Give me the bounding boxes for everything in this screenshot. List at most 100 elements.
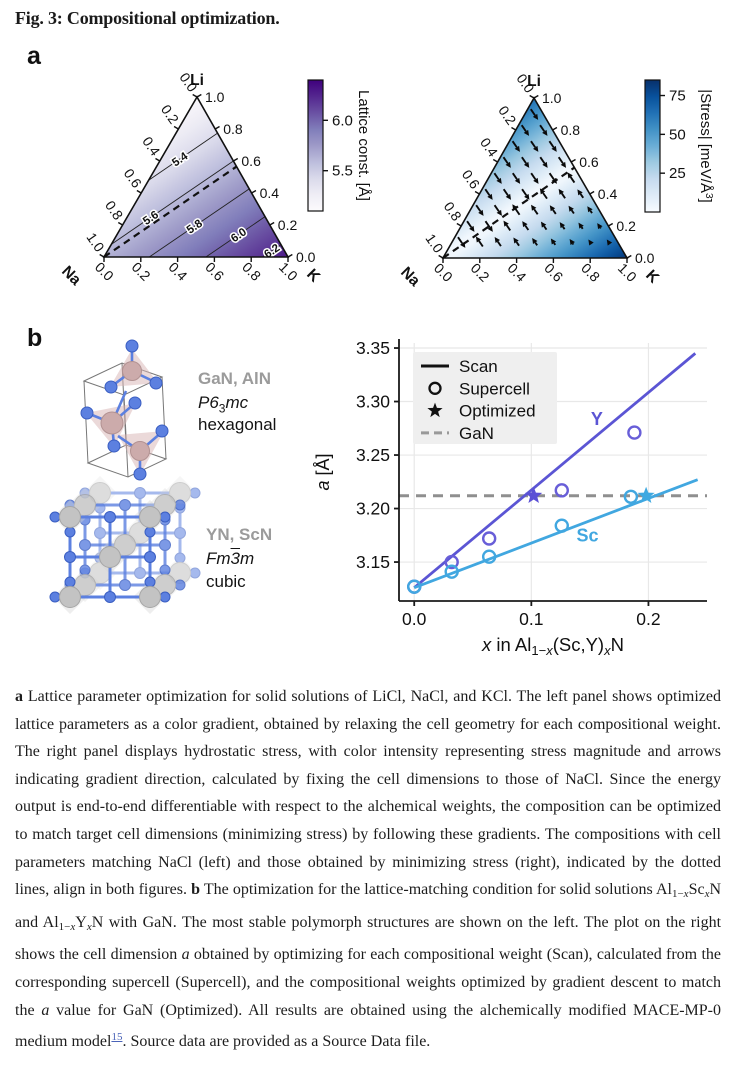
colorbar-title: |Stress| [meV/Å3] xyxy=(697,89,714,202)
ternary-tick-label: 0.6 xyxy=(202,259,227,284)
panel-b-label: b xyxy=(27,324,43,352)
caption-text: 1− xyxy=(58,920,71,933)
ternary-tick-label: 0.2 xyxy=(278,217,298,233)
x-tick-label: 0.1 xyxy=(519,609,543,629)
y-tick-label: 3.35 xyxy=(356,338,390,358)
colorbar xyxy=(307,79,324,212)
rocksalt-spacegroup-label: Fm3m xyxy=(206,549,255,568)
colorbar-tick-label: 75 xyxy=(669,88,686,105)
colorbar-tick-label: 50 xyxy=(669,126,686,143)
caption-text: x xyxy=(70,920,76,933)
ternary-tick-label: 0.6 xyxy=(241,153,261,169)
colorbar-title: Lattice const. [Å] xyxy=(355,90,372,201)
ternary-tick-label: 0.4 xyxy=(598,186,618,202)
rocksalt-structure-image xyxy=(49,476,201,614)
corner-label-left: Na xyxy=(58,263,84,289)
ternary-tick-label: 0.2 xyxy=(468,260,493,285)
series-point xyxy=(407,579,422,594)
ternary-tick-label: 0.2 xyxy=(129,259,154,284)
legend-label: Optimized xyxy=(459,402,536,421)
caption-text: a xyxy=(181,946,190,964)
wurtzite-compounds-label: GaN, AlN xyxy=(198,369,272,388)
ternary-stress-chart: 0.00.20.40.60.81.00.0 0.2 0.4 0.6 0.8 1.01.00… xyxy=(397,71,714,290)
caption-text: Lattice parameter optimization for solid… xyxy=(15,688,721,899)
panel-a-label: a xyxy=(27,42,41,70)
series-point xyxy=(554,518,569,533)
series-line xyxy=(413,478,699,590)
lattice-match-chart: Y Sc 3.15 3.20 3.25 3.30 3.35 0.0 0.1 0.2 a [Å] x i… xyxy=(313,338,707,658)
target-composition-line xyxy=(103,165,238,258)
caption-text: N and Al xyxy=(15,881,722,931)
ternary-tick-label: 1.0 xyxy=(422,231,446,256)
ternary-tick-label: 0.6 xyxy=(579,154,599,170)
series-star xyxy=(637,486,655,503)
x-axis-title: x in Al1−x(Sc,Y)xN xyxy=(481,634,624,658)
series-label: Y xyxy=(591,409,603,429)
colorbar-tick-label: 5.5 xyxy=(332,163,353,180)
series-point xyxy=(481,549,497,564)
y-tick-label: 3.30 xyxy=(356,392,390,412)
ternary-tick-label: 0.2 xyxy=(616,218,636,234)
ternary-tick-label: 0.4 xyxy=(165,259,190,284)
ternary-tick-label: 0.0 xyxy=(92,259,117,284)
colorbar-tick-label: 6.0 xyxy=(332,112,353,129)
corner-label-right: K xyxy=(303,266,324,287)
caption-text: 1− xyxy=(671,888,684,901)
ternary-tick-label: 0.2 xyxy=(158,102,182,127)
legend-label: GaN xyxy=(459,424,494,443)
caption-text: x xyxy=(86,920,92,933)
ternary-tick-label: 0.8 xyxy=(102,198,126,223)
series-point xyxy=(623,489,639,504)
ternary-tick-label: 0.6 xyxy=(541,260,566,285)
caption-text: a xyxy=(41,1001,50,1019)
figure-caption: a Lattice parameter optimization for sol… xyxy=(15,683,721,1056)
caption-text: Sc xyxy=(688,881,705,899)
caption-text: b xyxy=(191,881,201,899)
ternary-tick-label: 0.8 xyxy=(578,260,603,285)
wurtzite-system-label: hexagonal xyxy=(198,415,277,434)
x-tick-label: 0.0 xyxy=(402,609,427,629)
colorbar xyxy=(644,79,661,213)
series-point xyxy=(554,483,569,498)
caption-text: The optimization for the lattice-matchin… xyxy=(200,881,672,899)
rocksalt-compounds-label: YN, ScN xyxy=(206,525,273,544)
caption-text: x xyxy=(683,888,689,901)
ternary-tick-label: 0.4 xyxy=(260,185,280,201)
legend: Scan Supercell Optimized GaN xyxy=(413,352,557,444)
colorbar-tick-label: 25 xyxy=(669,165,686,182)
y-tick-label: 3.15 xyxy=(356,552,390,572)
series-line xyxy=(413,352,697,589)
corner-label-top: Li xyxy=(527,73,541,90)
figure-title: Fig. 3: Compositional optimization. xyxy=(15,8,280,28)
legend-label: Scan xyxy=(459,357,498,376)
rocksalt-system-label: cubic xyxy=(206,572,246,591)
ternary-tick-label: 0.8 xyxy=(239,259,264,284)
x-tick-label: 0.2 xyxy=(636,609,660,629)
target-composition-line xyxy=(442,166,576,259)
series-point xyxy=(444,564,459,579)
wurtzite-spacegroup-label: P63mc xyxy=(198,393,249,416)
corner-label-right: K xyxy=(642,267,663,288)
series-label: Sc xyxy=(577,526,599,546)
series-point xyxy=(627,425,642,440)
ternary-tick-label: 0.2 xyxy=(495,103,519,128)
legend-label: Supercell xyxy=(459,379,530,398)
corner-label-left: Na xyxy=(397,264,423,290)
ternary-tick-label: 1.0 xyxy=(542,90,562,106)
ternary-tick-label: 0.6 xyxy=(121,166,145,191)
corner-label-top: Li xyxy=(190,72,204,89)
y-tick-label: 3.20 xyxy=(356,499,390,519)
caption-text: . Source data are provided as a Source D… xyxy=(122,1033,431,1051)
ternary-tick-label: 0.0 xyxy=(635,250,655,266)
y-tick-label: 3.25 xyxy=(356,445,390,465)
caption-text: obtained by optimizing for each composit… xyxy=(15,946,721,1019)
ternary-tick-label: 0.8 xyxy=(561,122,581,138)
ternary-tick-label: 0.8 xyxy=(441,199,465,224)
ternary-tick-label: 0.0 xyxy=(431,260,456,285)
ternary-tick-label: 0.8 xyxy=(223,121,243,137)
ternary-triangle xyxy=(104,97,288,257)
caption-text: value for GaN (Optimized). All results a… xyxy=(15,1001,721,1051)
ternary-tick-label: 0.4 xyxy=(477,135,501,160)
reference-link[interactable]: 15 xyxy=(111,1031,123,1044)
series-point xyxy=(444,554,459,570)
